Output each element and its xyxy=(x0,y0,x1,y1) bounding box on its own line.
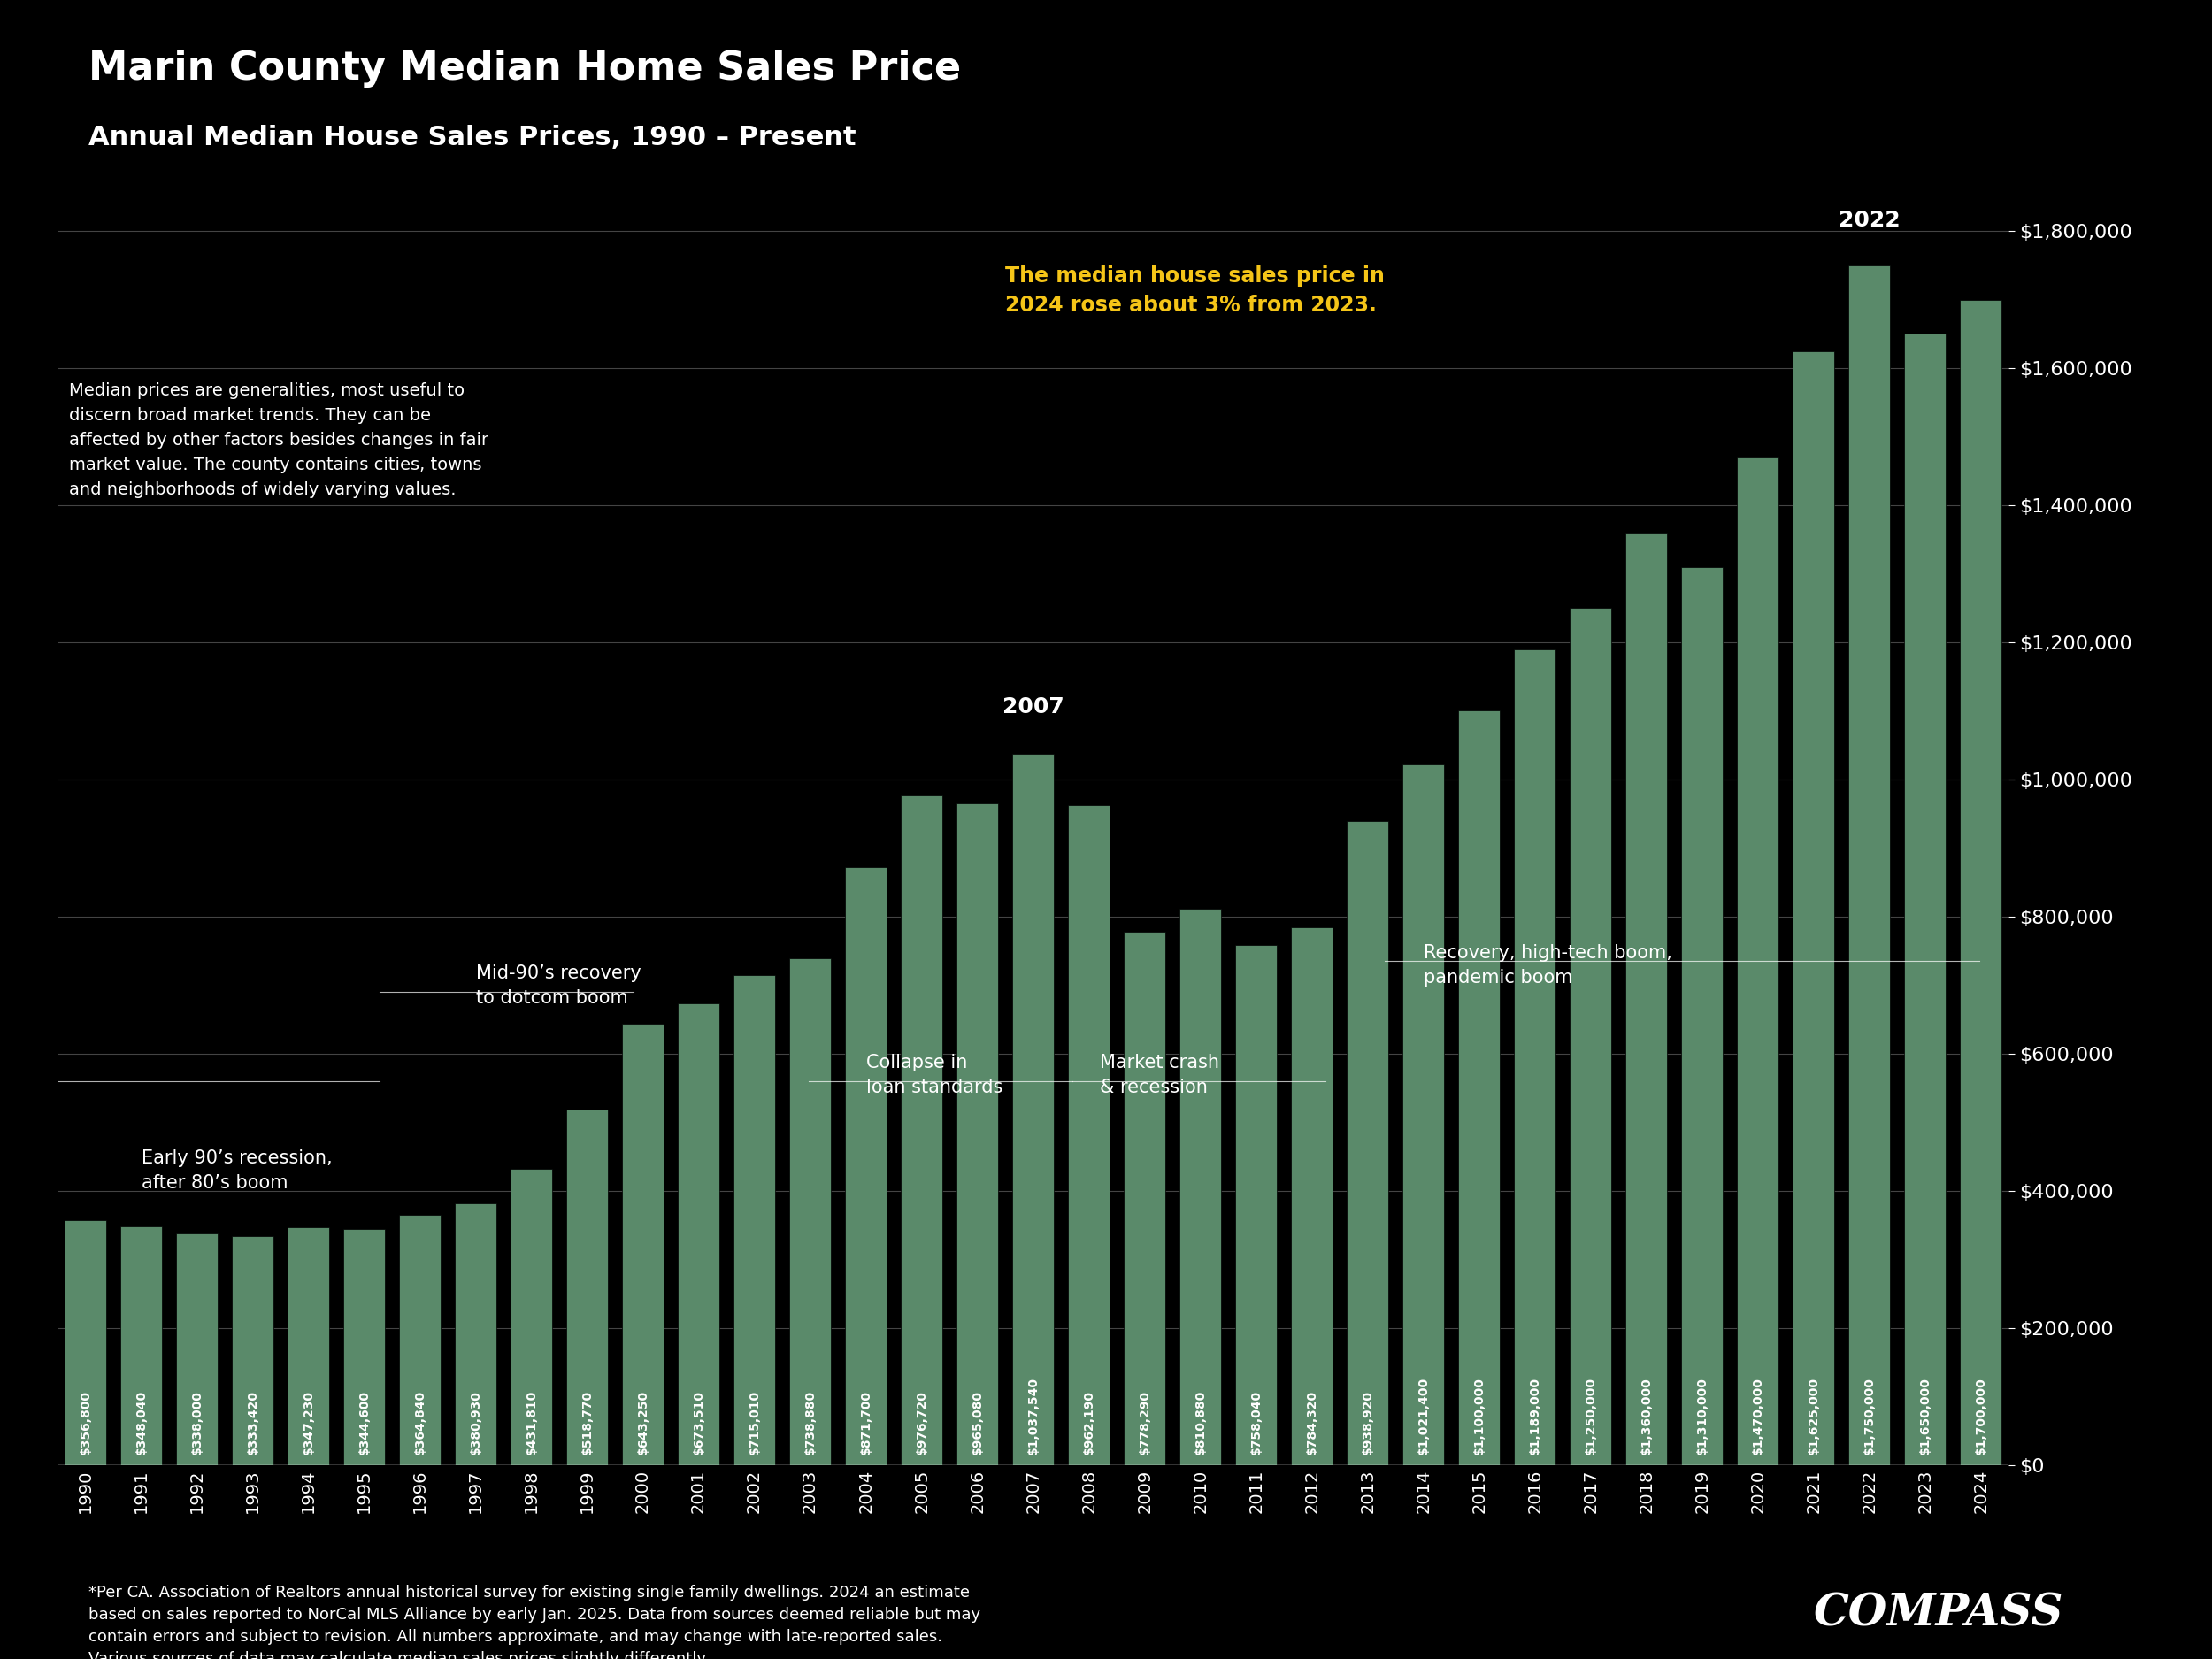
Text: Mid-90’s recovery
to dotcom boom: Mid-90’s recovery to dotcom boom xyxy=(476,964,641,1007)
Text: $338,000: $338,000 xyxy=(190,1390,204,1455)
Bar xyxy=(1068,805,1110,1465)
Bar xyxy=(1736,458,1778,1465)
Text: $1,360,000: $1,360,000 xyxy=(1641,1377,1652,1455)
Bar xyxy=(1292,927,1334,1465)
Bar xyxy=(456,1204,495,1465)
Text: $348,040: $348,040 xyxy=(135,1390,148,1455)
Text: $380,930: $380,930 xyxy=(469,1390,482,1455)
Text: $356,800: $356,800 xyxy=(80,1390,91,1455)
Text: $976,720: $976,720 xyxy=(916,1390,927,1455)
Bar xyxy=(1571,609,1613,1465)
Bar xyxy=(177,1233,217,1465)
Text: Median prices are generalities, most useful to
discern broad market trends. They: Median prices are generalities, most use… xyxy=(69,382,489,498)
Text: $778,290: $778,290 xyxy=(1139,1390,1150,1455)
Bar xyxy=(1681,567,1723,1465)
Bar xyxy=(622,1024,664,1465)
Bar xyxy=(1402,765,1444,1465)
Bar xyxy=(398,1214,440,1465)
Text: The median house sales price in
2024 rose about 3% from 2023.: The median house sales price in 2024 ros… xyxy=(1004,265,1385,317)
Bar xyxy=(1234,946,1276,1465)
Text: $1,625,000: $1,625,000 xyxy=(1807,1377,1820,1455)
Bar xyxy=(566,1110,608,1465)
Text: $1,650,000: $1,650,000 xyxy=(1920,1377,1931,1455)
Text: *Per CA. Association of Realtors annual historical survey for existing single fa: *Per CA. Association of Realtors annual … xyxy=(88,1584,980,1659)
Text: $673,510: $673,510 xyxy=(692,1390,706,1455)
Text: $738,880: $738,880 xyxy=(803,1390,816,1455)
Text: $1,700,000: $1,700,000 xyxy=(1975,1377,1986,1455)
Bar xyxy=(790,959,832,1465)
Bar xyxy=(64,1221,106,1465)
Text: $1,750,000: $1,750,000 xyxy=(1863,1377,1876,1455)
Bar xyxy=(1792,352,1834,1465)
Text: $1,310,000: $1,310,000 xyxy=(1697,1377,1708,1455)
Bar xyxy=(956,803,998,1465)
Bar xyxy=(1179,909,1221,1465)
Text: $1,100,000: $1,100,000 xyxy=(1473,1377,1484,1455)
Text: $871,700: $871,700 xyxy=(860,1390,872,1455)
Text: $1,470,000: $1,470,000 xyxy=(1752,1377,1765,1455)
Text: $364,840: $364,840 xyxy=(414,1390,427,1455)
Bar xyxy=(1960,300,2002,1465)
Bar xyxy=(343,1229,385,1465)
Bar xyxy=(1458,712,1500,1465)
Text: $431,810: $431,810 xyxy=(524,1390,538,1455)
Text: $784,320: $784,320 xyxy=(1305,1390,1318,1455)
Text: $965,080: $965,080 xyxy=(971,1390,984,1455)
Text: $1,021,400: $1,021,400 xyxy=(1418,1377,1429,1455)
Bar xyxy=(1347,821,1389,1465)
Bar xyxy=(677,1004,719,1465)
Bar xyxy=(119,1226,161,1465)
Text: $715,010: $715,010 xyxy=(748,1390,761,1455)
Bar xyxy=(1013,753,1055,1465)
Bar xyxy=(288,1226,330,1465)
Bar xyxy=(1905,333,1947,1465)
Text: COMPASS: COMPASS xyxy=(1814,1593,2064,1636)
Bar xyxy=(845,868,887,1465)
Text: Early 90’s recession,
after 80’s boom: Early 90’s recession, after 80’s boom xyxy=(142,1150,332,1193)
Text: Marin County Median Home Sales Price: Marin County Median Home Sales Price xyxy=(88,50,960,88)
Text: $962,190: $962,190 xyxy=(1082,1390,1095,1455)
Text: $344,600: $344,600 xyxy=(358,1390,369,1455)
Text: Annual Median House Sales Prices, 1990 – Present: Annual Median House Sales Prices, 1990 –… xyxy=(88,124,856,149)
Bar xyxy=(900,795,942,1465)
Text: $333,420: $333,420 xyxy=(246,1390,259,1455)
Text: $643,250: $643,250 xyxy=(637,1390,648,1455)
Text: $758,040: $758,040 xyxy=(1250,1390,1263,1455)
Text: $810,880: $810,880 xyxy=(1194,1390,1206,1455)
Bar xyxy=(1513,650,1555,1465)
Bar xyxy=(232,1236,274,1465)
Bar xyxy=(734,975,774,1465)
Text: Recovery, high-tech boom,
pandemic boom: Recovery, high-tech boom, pandemic boom xyxy=(1422,944,1672,987)
Text: $1,037,540: $1,037,540 xyxy=(1026,1377,1040,1455)
Text: 2022: 2022 xyxy=(1838,211,1900,231)
Bar xyxy=(1124,931,1166,1465)
Text: $1,189,000: $1,189,000 xyxy=(1528,1377,1542,1455)
Bar xyxy=(1626,533,1668,1465)
Bar xyxy=(1849,265,1891,1465)
Text: 2007: 2007 xyxy=(1002,697,1064,718)
Bar xyxy=(511,1170,553,1465)
Text: Collapse in
loan standards: Collapse in loan standards xyxy=(865,1053,1002,1097)
Text: $938,920: $938,920 xyxy=(1360,1390,1374,1455)
Text: $518,770: $518,770 xyxy=(582,1390,593,1455)
Text: $1,250,000: $1,250,000 xyxy=(1584,1377,1597,1455)
Text: $347,230: $347,230 xyxy=(303,1390,314,1455)
Text: Market crash
& recession: Market crash & recession xyxy=(1099,1053,1219,1097)
